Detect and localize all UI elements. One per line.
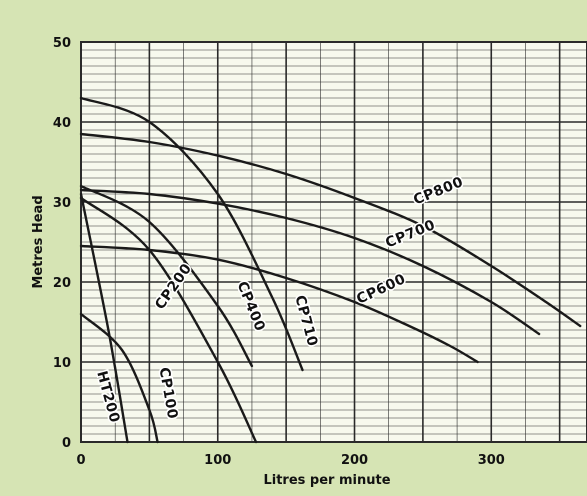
y-tick-label: 30 xyxy=(53,196,71,211)
grid-lines xyxy=(80,41,587,443)
y-tick-label: 50 xyxy=(53,36,71,51)
y-axis-label: Metres Head xyxy=(31,195,46,288)
x-tick-label: 0 xyxy=(76,453,85,468)
y-tick-label: 0 xyxy=(62,436,71,451)
curve-cp100 xyxy=(79,312,159,444)
x-tick-label: 100 xyxy=(204,453,231,468)
pump-curves xyxy=(79,96,582,444)
curve-cp400 xyxy=(79,184,254,368)
y-tick-label: 40 xyxy=(53,116,71,131)
curve-ht200 xyxy=(79,192,129,444)
x-tick-label: 300 xyxy=(478,453,505,468)
x-axis-label: Litres per minute xyxy=(263,473,390,488)
curve-cp600 xyxy=(79,244,479,364)
x-tick-label: 200 xyxy=(341,453,368,468)
plot-frame xyxy=(80,41,587,443)
curve-cp700 xyxy=(79,188,541,336)
curve-cp200 xyxy=(79,196,258,444)
curve-cp800 xyxy=(79,132,582,328)
axis-ticks: 0 10 20 30 40 50 0 100 200 300 xyxy=(53,36,505,468)
y-tick-label: 10 xyxy=(53,356,71,371)
y-tick-label: 20 xyxy=(53,276,71,291)
curve-cp710 xyxy=(79,96,304,372)
